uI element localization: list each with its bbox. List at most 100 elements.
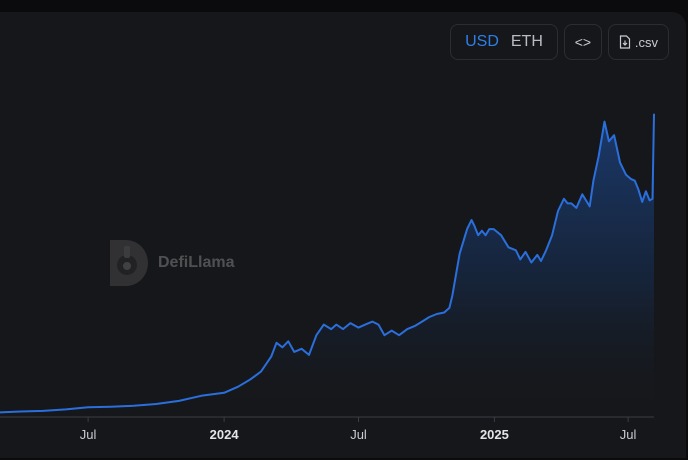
- data-point: [500, 234, 502, 236]
- chart-toolbar: USD ETH <> .csv: [450, 24, 669, 60]
- data-point: [406, 328, 408, 330]
- data-point: [575, 207, 578, 209]
- data-point: [398, 334, 400, 336]
- csv-label: .csv: [634, 34, 658, 50]
- data-point: [436, 313, 438, 315]
- data-point: [270, 355, 272, 357]
- data-point: [383, 334, 385, 336]
- data-point: [308, 354, 310, 356]
- data-point: [473, 225, 476, 227]
- currency-toggle: USD ETH: [450, 24, 558, 60]
- data-point: [619, 161, 621, 164]
- data-point: [448, 307, 450, 309]
- x-tick-label: Jul: [350, 427, 367, 442]
- data-point: [371, 321, 374, 323]
- data-point: [581, 193, 583, 195]
- data-point: [563, 198, 565, 200]
- data-point: [524, 251, 527, 253]
- data-point: [470, 219, 473, 221]
- data-point: [507, 246, 510, 248]
- data-point: [641, 201, 643, 203]
- data-point: [536, 254, 538, 256]
- embed-button[interactable]: <>: [563, 24, 602, 60]
- data-point: [323, 324, 325, 326]
- data-point: [589, 205, 591, 207]
- data-point: [515, 249, 517, 251]
- data-point: [260, 371, 262, 373]
- series-area-fill: [0, 114, 654, 417]
- data-point: [428, 316, 430, 318]
- data-point: [466, 228, 468, 230]
- data-point: [557, 210, 559, 212]
- series-line: [0, 113, 655, 414]
- data-point: [545, 249, 547, 251]
- data-point: [649, 199, 651, 201]
- data-point: [625, 174, 627, 176]
- data-point: [519, 258, 521, 260]
- x-tick-label: Jul: [620, 427, 637, 442]
- data-point: [493, 228, 495, 230]
- data-point: [65, 408, 67, 410]
- data-point: [249, 379, 251, 381]
- data-point: [315, 334, 317, 336]
- data-point: [592, 180, 595, 182]
- data-point: [585, 199, 587, 201]
- data-point: [223, 392, 225, 394]
- data-point: [603, 121, 606, 123]
- currency-option-usd[interactable]: USD: [465, 33, 499, 50]
- data-point: [275, 342, 278, 344]
- data-point: [451, 295, 453, 297]
- file-download-icon: [619, 35, 630, 49]
- data-point: [540, 260, 542, 262]
- data-point: [598, 155, 600, 157]
- defillama-watermark: DefiLlama: [106, 238, 234, 288]
- x-tick-label: Jul: [80, 427, 97, 442]
- data-point: [377, 324, 380, 326]
- x-tick-label: 2024: [210, 427, 240, 442]
- data-point: [567, 202, 569, 204]
- data-point: [237, 386, 239, 388]
- data-point: [421, 321, 423, 323]
- data-point: [287, 340, 289, 342]
- data-point: [530, 261, 533, 264]
- data-point: [488, 228, 490, 230]
- data-point: [357, 327, 360, 329]
- data-point: [87, 406, 89, 408]
- data-point: [443, 311, 445, 314]
- chart-svg: Jul 2024 Jul 2025 Jul: [0, 113, 655, 442]
- data-point: [364, 324, 366, 326]
- data-point: [459, 252, 461, 254]
- data-point: [570, 202, 572, 204]
- data-point: [200, 395, 202, 397]
- data-point: [608, 140, 610, 142]
- data-point: [645, 190, 647, 192]
- data-point: [391, 330, 393, 332]
- data-point: [637, 189, 640, 191]
- data-point: [477, 234, 479, 236]
- llama-logo-icon: [110, 240, 148, 286]
- data-point: [613, 134, 615, 136]
- data-point: [481, 230, 483, 232]
- data-point: [293, 351, 295, 353]
- data-point: [455, 274, 457, 276]
- data-point: [42, 410, 44, 412]
- data-point: [485, 234, 487, 236]
- data-point: [301, 348, 303, 350]
- data-point: [330, 328, 332, 330]
- data-point: [155, 403, 157, 405]
- data-point: [178, 400, 180, 402]
- code-icon: <>: [574, 34, 592, 50]
- data-point: [110, 406, 112, 408]
- data-point: [349, 322, 351, 324]
- data-point: [634, 180, 636, 182]
- data-point: [630, 178, 632, 180]
- plot-area: [0, 113, 655, 417]
- data-point: [133, 405, 135, 407]
- data-point: [414, 325, 416, 327]
- download-csv-button[interactable]: .csv: [607, 24, 669, 60]
- data-point: [551, 234, 553, 236]
- watermark-text: DefiLlama: [158, 254, 235, 271]
- chart-panel: Jul 2024 Jul 2025 Jul DefiLlama USD ETH <> .…: [0, 12, 686, 458]
- data-point: [335, 324, 337, 326]
- currency-option-eth[interactable]: ETH: [510, 33, 543, 50]
